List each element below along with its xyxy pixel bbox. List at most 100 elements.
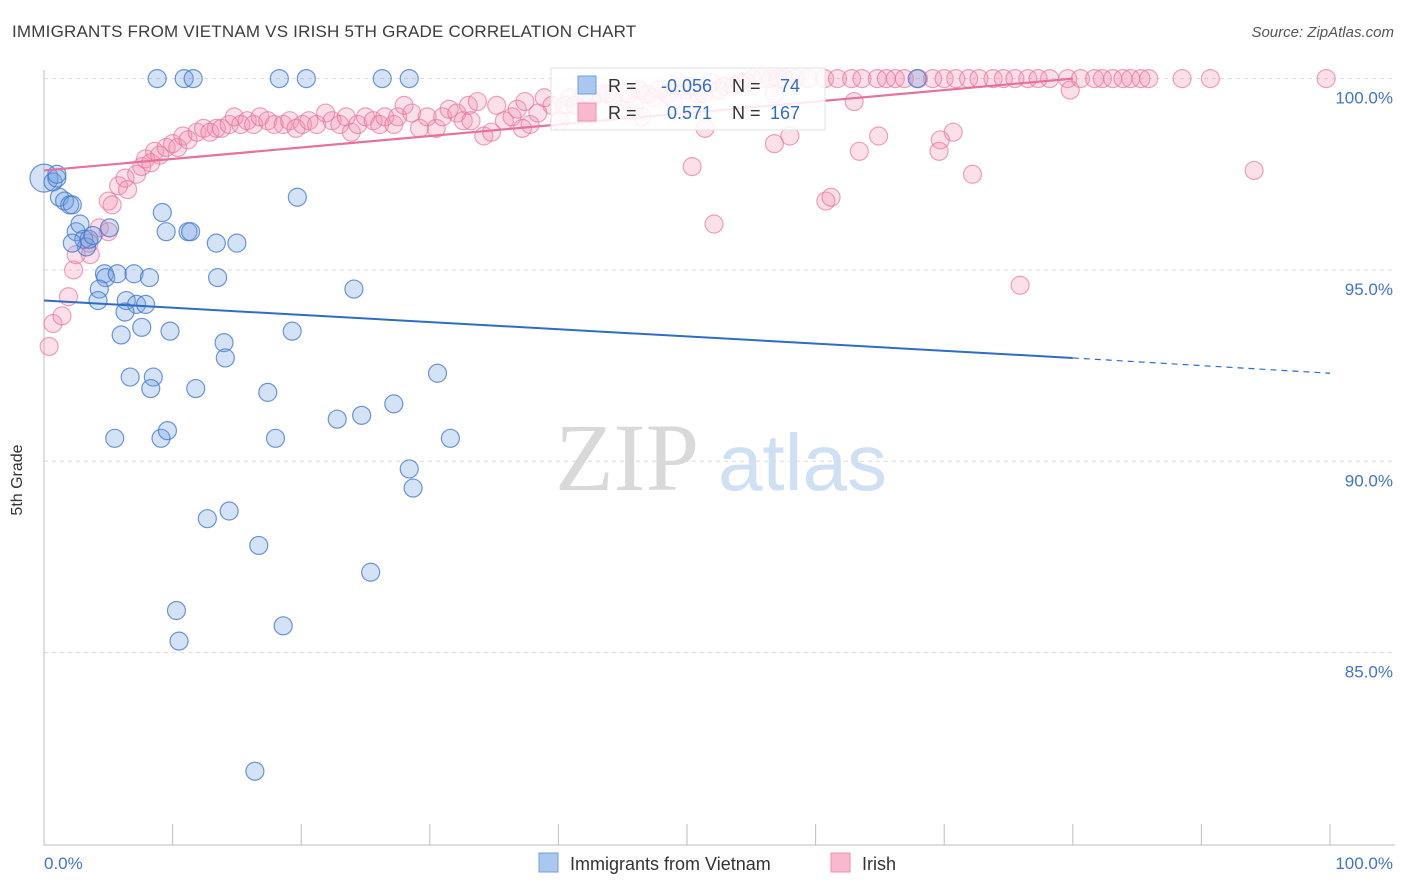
- y-tick-label-85: 85.0%: [1345, 663, 1393, 682]
- point-vietnam-25: [160, 321, 180, 341]
- point-irish-48: [336, 107, 356, 127]
- point-vietnam-69: [907, 68, 927, 89]
- chart-source: Source: ZipAtlas.com: [1251, 24, 1394, 41]
- stats-n-label-irish: N =: [732, 103, 761, 123]
- point-vietnam-64: [361, 562, 381, 582]
- point-irish-24: [173, 126, 193, 146]
- point-irish-160: [962, 164, 983, 184]
- point-vietnam-27: [120, 367, 140, 387]
- point-irish-166: [461, 111, 481, 131]
- point-vietnam-36: [372, 68, 392, 89]
- bottom-legend: Immigrants from Vietnam Irish: [538, 852, 896, 874]
- x-tick-label-min: 0.0%: [44, 854, 83, 873]
- point-vietnam-49: [258, 382, 278, 402]
- stats-r-value-irish: 0.571: [667, 103, 712, 123]
- point-vietnam-60: [403, 478, 423, 498]
- point-vietnam-42: [227, 233, 247, 253]
- gridlines: [44, 78, 1395, 654]
- point-vietnam-47: [215, 348, 235, 368]
- axes: [43, 70, 1395, 846]
- point-vietnam-15: [107, 264, 127, 284]
- legend-swatch-irish[interactable]: [830, 852, 851, 873]
- point-irish-158: [929, 141, 949, 161]
- point-irish-65: [453, 111, 473, 131]
- point-irish-129: [983, 68, 1003, 89]
- trend-line-vietnam-extension: [1072, 357, 1331, 374]
- point-vietnam-31: [147, 68, 167, 89]
- point-irish-161: [1244, 160, 1264, 181]
- point-vietnam-29: [141, 378, 161, 399]
- point-vietnam-46: [214, 333, 234, 353]
- point-vietnam-71: [62, 233, 82, 253]
- point-irish-5: [66, 245, 86, 265]
- point-vietnam-52: [327, 409, 347, 429]
- point-irish-156: [764, 134, 785, 154]
- point-irish-10: [98, 191, 118, 211]
- trend-line-vietnam: [43, 299, 1073, 359]
- point-vietnam-26: [111, 325, 131, 345]
- point-irish-57: [394, 95, 414, 115]
- y-tick-label-100: 100.0%: [1335, 89, 1393, 108]
- point-vietnam-50: [427, 363, 448, 383]
- point-irish-145: [1200, 68, 1221, 89]
- point-irish-116: [827, 68, 848, 89]
- point-vietnam-48: [282, 321, 302, 341]
- point-vietnam-28: [143, 367, 163, 387]
- point-irish-62: [433, 107, 453, 127]
- point-irish-11: [102, 195, 122, 215]
- stats-r-label-irish: R =: [608, 103, 637, 123]
- point-irish-67: [467, 91, 487, 112]
- stats-n-label-vietnam: N =: [732, 76, 761, 96]
- point-irish-22: [163, 134, 183, 154]
- point-irish-125: [934, 68, 954, 89]
- legend-swatch-vietnam[interactable]: [538, 852, 559, 873]
- point-vietnam-44: [287, 187, 307, 207]
- point-irish-164: [704, 214, 724, 234]
- point-irish-142: [1131, 68, 1151, 89]
- point-irish-4: [63, 260, 84, 280]
- point-vietnam-24: [132, 317, 152, 337]
- point-irish-118: [852, 68, 872, 89]
- point-irish-153: [869, 126, 889, 146]
- point-vietnam-62: [197, 509, 217, 529]
- series-vietnam: [29, 68, 927, 781]
- point-vietnam-63: [249, 535, 269, 556]
- point-irish-49: [341, 122, 361, 142]
- point-vietnam-14: [96, 267, 116, 288]
- point-vietnam-56: [157, 421, 178, 441]
- point-vietnam-38: [152, 202, 172, 223]
- x-ticks: [43, 824, 1331, 845]
- point-vietnam-17: [139, 267, 160, 288]
- watermark-atlas: atlas: [718, 418, 887, 507]
- watermark-zip: ZIP: [555, 404, 699, 511]
- point-irish-0: [39, 336, 59, 357]
- point-vietnam-19: [88, 290, 108, 311]
- legend-label-vietnam[interactable]: Immigrants from Vietnam: [570, 854, 771, 874]
- legend-label-irish[interactable]: Irish: [862, 854, 896, 874]
- point-irish-157: [849, 141, 869, 161]
- point-irish-74: [515, 91, 535, 112]
- point-irish-134: [1040, 68, 1060, 89]
- x-tick-label-max: 100.0%: [1335, 854, 1393, 873]
- point-vietnam-43: [208, 267, 228, 288]
- y-tick-label-90: 90.0%: [1345, 471, 1393, 490]
- point-vietnam-72: [83, 225, 103, 246]
- stats-n-value-irish: 167: [770, 103, 800, 123]
- point-irish-144: [1172, 68, 1192, 89]
- point-vietnam-37: [399, 68, 419, 89]
- point-irish-50: [348, 114, 368, 135]
- point-irish-117: [842, 68, 862, 89]
- stats-swatch-irish: [577, 102, 597, 122]
- stats-swatch-vietnam: [577, 75, 597, 95]
- point-vietnam-66: [169, 631, 189, 651]
- point-vietnam-45: [344, 279, 364, 299]
- point-vietnam-41: [206, 233, 226, 253]
- y-tick-labels: 85.0% 90.0% 95.0% 100.0%: [1335, 89, 1393, 682]
- point-irish-138: [1092, 68, 1112, 89]
- point-irish-23: [168, 137, 188, 158]
- point-irish-58: [402, 103, 422, 123]
- point-irish-35: [244, 114, 264, 135]
- point-irish-165: [1010, 275, 1030, 295]
- point-vietnam-34: [269, 68, 289, 89]
